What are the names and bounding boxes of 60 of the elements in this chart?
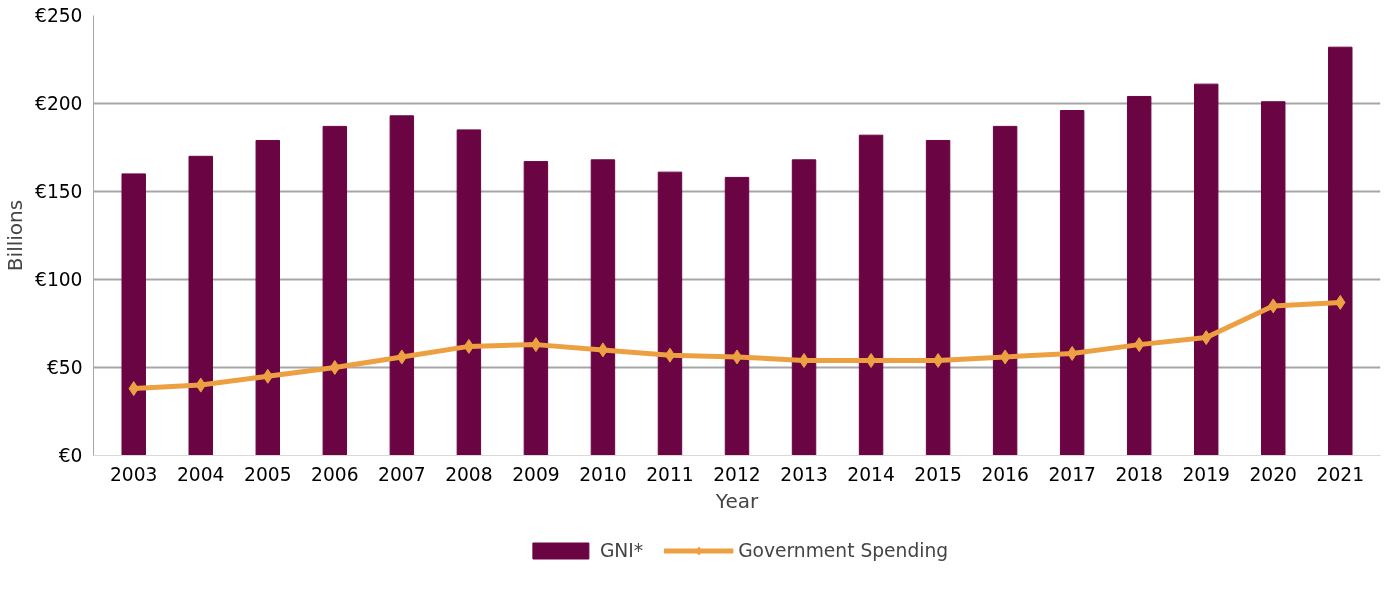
- y-tick-label: €200: [35, 93, 83, 114]
- bar: [1193, 83, 1219, 456]
- point: [865, 352, 877, 368]
- x-tick-label: 2012: [713, 463, 761, 485]
- x-tick-label: 2017: [1048, 463, 1096, 485]
- point: [731, 349, 743, 365]
- bar: [657, 171, 683, 456]
- y-tick-label: €100: [35, 269, 83, 290]
- x-tick-label: 2009: [512, 463, 560, 485]
- bar: [523, 161, 549, 456]
- x-tick-label: 2020: [1249, 463, 1297, 485]
- bar: [456, 129, 482, 456]
- y-tick-label: €0: [58, 445, 83, 466]
- y-tick-label: €250: [35, 5, 83, 26]
- x-tick-label: 2005: [244, 463, 292, 485]
- bar: [992, 125, 1018, 456]
- legend-label: GNI*: [599, 539, 644, 561]
- point: [396, 349, 408, 365]
- x-tick-label: 2018: [1115, 463, 1163, 485]
- y-tick-label: €150: [35, 181, 83, 202]
- x-axis-title: Year: [714, 488, 759, 513]
- bar: [590, 159, 616, 456]
- x-tick-label: 2011: [646, 463, 694, 485]
- x-tick-label: 2003: [109, 463, 158, 485]
- bar: [724, 176, 750, 456]
- bar: [188, 155, 213, 456]
- x-tick-label: 2021: [1316, 463, 1365, 485]
- bar: [925, 139, 951, 456]
- point: [999, 349, 1011, 365]
- point: [798, 352, 810, 368]
- point: [1066, 345, 1078, 361]
- x-tick-label: 2010: [579, 463, 627, 485]
- x-tick-label: 2004: [177, 463, 225, 485]
- bar: [858, 134, 884, 456]
- x-tick-label: 2008: [445, 463, 493, 485]
- bar: [1126, 95, 1152, 456]
- point: [530, 337, 542, 353]
- bar: [1261, 101, 1286, 456]
- bar: [1059, 110, 1085, 456]
- x-tick-label: 2006: [311, 463, 359, 485]
- bar: [255, 139, 281, 456]
- x-tick-label: 2015: [914, 463, 962, 485]
- point: [932, 352, 944, 368]
- bar: [1328, 46, 1353, 456]
- legend-label: Government Spending: [738, 539, 949, 561]
- x-tick-label: 2019: [1182, 463, 1230, 485]
- y-tick-label: €50: [46, 357, 83, 378]
- x-tick-label: 2016: [981, 463, 1029, 485]
- bar: [791, 159, 817, 456]
- bar: [322, 125, 348, 456]
- point: [329, 360, 340, 375]
- point: [597, 342, 609, 358]
- y-axis-title: Billions: [3, 199, 28, 272]
- point: [664, 347, 676, 363]
- bar: [121, 173, 146, 456]
- x-tick-label: 2014: [847, 463, 895, 485]
- x-tick-label: 2007: [378, 463, 426, 485]
- point: [463, 338, 475, 354]
- bar: [389, 115, 415, 456]
- x-tick-label: 2013: [780, 463, 828, 485]
